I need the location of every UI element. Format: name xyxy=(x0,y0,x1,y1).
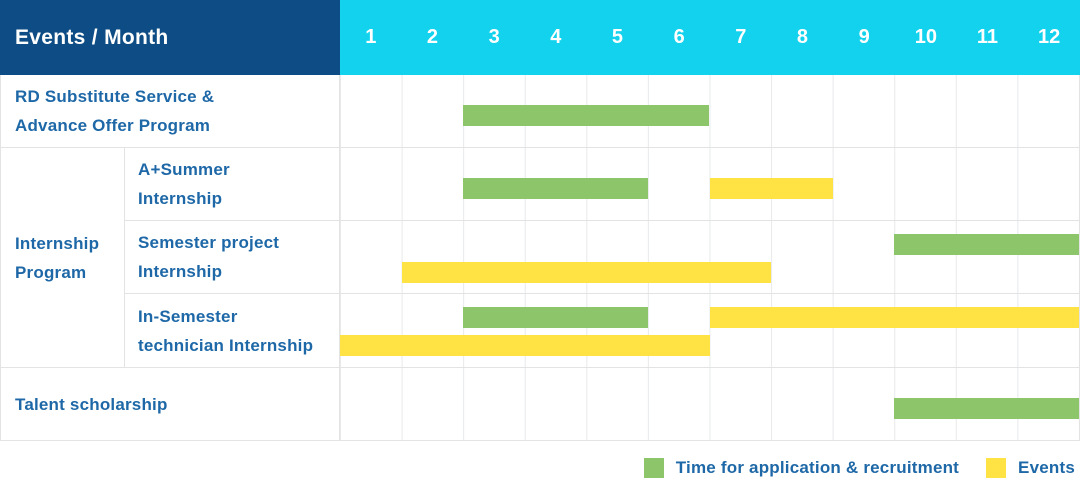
row-label-line: A+Summer xyxy=(138,160,230,179)
table-body: RD Substitute Service & Advance Offer Pro… xyxy=(0,75,1080,441)
row-label: RD Substitute Service & Advance Offer Pro… xyxy=(1,75,340,147)
legend-item-event: Events xyxy=(986,458,1075,478)
timeline-cell xyxy=(340,368,1079,440)
green-swatch-icon xyxy=(643,458,664,478)
table-subrow: Semester project Internship xyxy=(125,221,1079,294)
month-header-3: 3 xyxy=(488,26,500,48)
row-label-line: technician Internship xyxy=(138,335,314,355)
application-bar xyxy=(463,307,648,328)
event-bar xyxy=(340,335,710,356)
table-subrow: In-Semester technician Internship xyxy=(125,294,1079,367)
subrow-label: In-Semester technician Internship xyxy=(125,294,340,367)
month-header-4: 4 xyxy=(550,26,562,48)
month-header-2: 2 xyxy=(426,26,439,48)
month-header-1: 1 xyxy=(365,26,377,48)
timeline-cell xyxy=(340,221,1079,293)
month-header-12: 12 xyxy=(1038,26,1061,48)
gantt-schedule-table: Events / Month 1 2 3 4 5 6 7 8 9 10 11 12 RD Substi… xyxy=(0,0,1080,478)
month-header-7: 7 xyxy=(735,26,747,48)
legend-label: Events xyxy=(1018,458,1075,477)
subrow-label: Semester project Internship xyxy=(125,221,340,293)
legend: Time for application & recruitment Events xyxy=(0,458,1080,478)
subrow-label: A+Summer Internship xyxy=(125,148,340,220)
row-label: Talent scholarship xyxy=(1,368,340,440)
application-bar xyxy=(894,398,1079,419)
event-bar xyxy=(709,178,833,199)
event-bar xyxy=(401,262,772,283)
row-label-line: Semester project xyxy=(138,233,280,252)
timeline-cell xyxy=(340,294,1079,367)
yellow-swatch-icon xyxy=(986,458,1007,478)
table-row: RD Substitute Service & Advance Offer Pro… xyxy=(1,75,1079,148)
group-row: Internship Program A+Summer Internship Semes… xyxy=(1,148,1079,368)
group-body: A+Summer Internship Semester project Intern… xyxy=(125,148,1079,367)
timeline-cell xyxy=(340,75,1079,147)
application-bar xyxy=(894,234,1079,255)
row-label-line: In-Semester xyxy=(138,306,238,326)
group-label: Internship Program xyxy=(1,148,125,367)
legend-item-application: Time for application & recruitment xyxy=(643,458,960,478)
month-header-8: 8 xyxy=(796,26,809,48)
table-row: Talent scholarship xyxy=(1,368,1079,441)
month-header-10: 10 xyxy=(914,26,937,48)
month-header-9: 9 xyxy=(858,26,870,48)
table-subrow: A+Summer Internship xyxy=(125,148,1079,221)
month-header-11: 11 xyxy=(976,26,999,48)
events-month-header-cell: Events / Month xyxy=(0,0,340,75)
legend-label: Time for application & recruitment xyxy=(675,458,960,477)
month-header-strip: 1 2 3 4 5 6 7 8 9 10 11 12 xyxy=(340,0,1080,75)
table-header-row: Events / Month 1 2 3 4 5 6 7 8 9 10 11 12 xyxy=(0,0,1080,75)
row-label-line: Internship xyxy=(15,233,100,253)
row-label-line: Program xyxy=(15,262,87,282)
month-header-5: 5 xyxy=(611,26,624,48)
row-label-line: Advance Offer Program xyxy=(15,116,211,135)
row-label-line: Talent scholarship xyxy=(15,394,168,414)
application-bar xyxy=(463,178,648,199)
timeline-cell xyxy=(340,148,1079,220)
row-label-line: Internship xyxy=(138,262,223,281)
application-bar xyxy=(463,105,710,126)
row-label-line: RD Substitute Service & xyxy=(15,87,215,106)
row-label-line: Internship xyxy=(138,189,223,208)
month-header-6: 6 xyxy=(673,26,685,48)
event-bar xyxy=(709,307,1079,328)
